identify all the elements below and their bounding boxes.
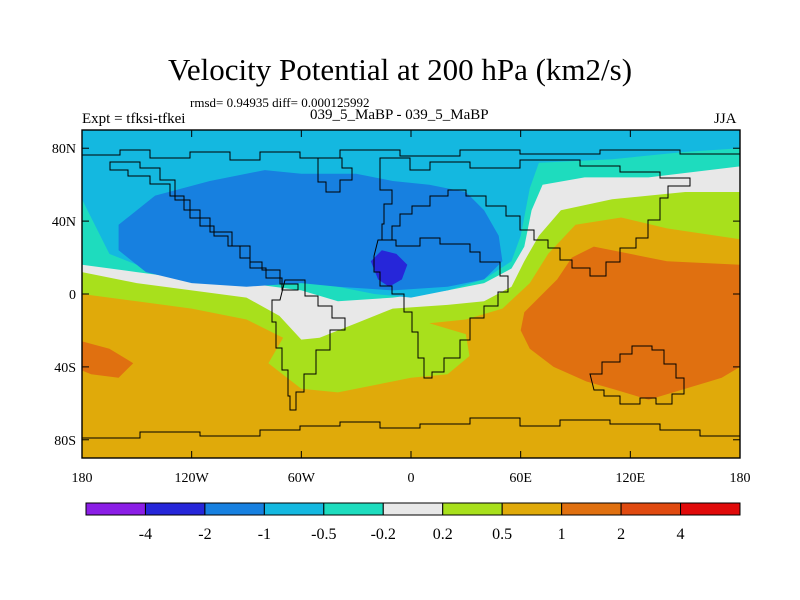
colorbar-swatch	[501, 502, 563, 516]
colorbar-swatch	[382, 502, 444, 516]
contour-fill-group	[82, 130, 740, 458]
coastline-group	[82, 149, 740, 439]
x-tick-label: 180	[72, 471, 93, 486]
chart-title: Velocity Potential at 200 hPa (km2/s)	[167, 52, 633, 87]
stats-label: rmsd= 0.94935 diff= 0.000125992	[190, 95, 370, 110]
x-tick-label: 60W	[288, 471, 316, 486]
colorbar-swatch	[561, 502, 622, 516]
colorbar-label: 0.5	[492, 526, 512, 543]
y-tick-label: 0	[69, 288, 76, 303]
colorbar: -4 -2 -1 -0.5 -0.2 0.2 0.5 1 2 4	[85, 502, 741, 543]
x-tick-label: 180	[730, 471, 751, 486]
coastline-south-america	[271, 279, 346, 411]
colorbar-swatch	[442, 502, 503, 516]
coastline-eurasia	[379, 157, 691, 277]
season-label: JJA	[714, 111, 737, 127]
x-tick-label: 120W	[175, 471, 210, 486]
y-axis: 80N 40N 0 40S 80S	[52, 142, 740, 449]
y-tick-label: 40N	[52, 215, 76, 230]
coastline-australia	[589, 345, 685, 405]
contour-region	[82, 341, 134, 378]
experiment-label: 039_5_MaBP - 039_5_MaBP	[310, 107, 489, 123]
coastline-north-america	[109, 161, 299, 291]
colorbar-label: 0.2	[433, 526, 453, 543]
expt-label: Expt = tfksi-tfkei	[82, 111, 186, 127]
colorbar-swatch	[263, 502, 325, 516]
colorbar-swatch	[144, 502, 206, 516]
colorbar-label: 2	[617, 526, 625, 543]
y-tick-label: 80S	[54, 434, 76, 449]
x-axis: 180 120W 60W 0 60E 120E 180	[72, 130, 751, 486]
colorbar-swatch	[680, 502, 741, 516]
colorbar-label: -4	[139, 526, 152, 543]
colorbar-swatch	[323, 502, 384, 516]
colorbar-swatch	[204, 502, 265, 516]
colorbar-swatch	[85, 502, 146, 516]
y-tick-label: 40S	[54, 361, 76, 376]
colorbar-label: -1	[258, 526, 271, 543]
colorbar-label: -2	[198, 526, 211, 543]
coastline-africa	[373, 237, 509, 379]
x-tick-label: 0	[408, 471, 415, 486]
colorbar-label: -0.2	[371, 526, 396, 543]
x-tick-label: 120E	[616, 471, 646, 486]
y-tick-label: 80N	[52, 142, 76, 157]
contour-region	[520, 246, 740, 400]
colorbar-swatch	[620, 502, 682, 516]
coastline-antarctica	[82, 417, 740, 439]
contour-region	[118, 170, 503, 291]
colorbar-label: 4	[677, 526, 685, 543]
colorbar-label: 1	[558, 526, 566, 543]
x-tick-label: 60E	[509, 471, 532, 486]
coastline-greenland	[317, 157, 353, 193]
colorbar-label: -0.5	[311, 526, 336, 543]
